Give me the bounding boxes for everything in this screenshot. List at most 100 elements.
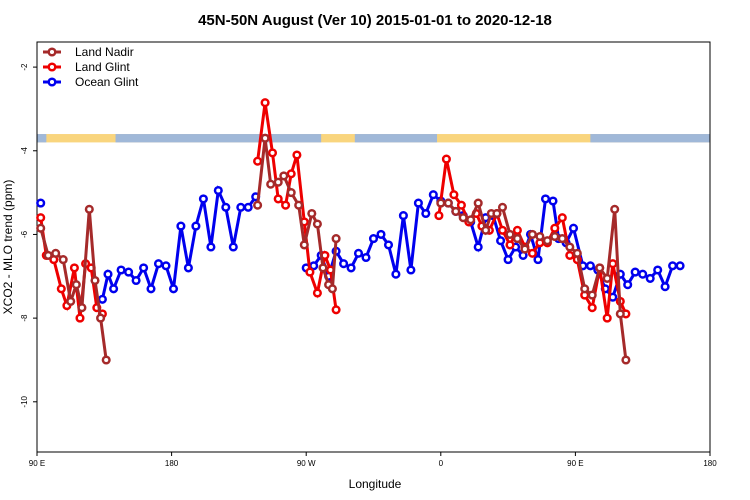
data-point <box>421 208 431 219</box>
data-point <box>307 208 317 219</box>
data-point <box>653 265 663 275</box>
legend-swatch-marker <box>47 62 57 72</box>
legend-swatch-marker <box>47 47 57 57</box>
data-point <box>550 231 560 242</box>
data-point <box>376 229 386 239</box>
data-point <box>101 355 111 365</box>
data-point <box>497 202 508 212</box>
data-point <box>273 194 283 204</box>
data-point <box>331 305 341 315</box>
data-point <box>505 229 515 239</box>
y-tick-label: -4 <box>20 147 29 155</box>
data-point <box>505 240 515 250</box>
legend-label: Land Nadir <box>75 45 134 59</box>
data-point <box>497 225 508 235</box>
data-point <box>51 248 61 258</box>
data-point <box>434 211 444 221</box>
data-point <box>557 213 567 223</box>
data-point <box>473 198 483 208</box>
data-point <box>621 355 631 365</box>
data-point <box>331 234 341 244</box>
data-point <box>527 248 537 258</box>
y-tick-label: -2 <box>20 63 29 71</box>
data-point <box>139 263 149 273</box>
data-point <box>75 313 85 323</box>
data-point <box>267 148 278 158</box>
ocean-band-segment <box>37 134 47 143</box>
data-point <box>286 169 296 179</box>
data-point <box>638 269 648 279</box>
data-point <box>191 221 201 231</box>
x-tick-label: 180 <box>703 459 717 468</box>
data-point <box>406 265 416 275</box>
data-point <box>503 255 513 265</box>
data-point <box>533 255 543 265</box>
data-point <box>565 242 575 252</box>
data-point <box>161 261 171 271</box>
series-group <box>36 98 685 365</box>
data-point <box>557 234 567 244</box>
data-point <box>206 242 216 252</box>
data-point <box>548 196 558 206</box>
data-point <box>451 206 461 216</box>
data-point <box>398 211 408 221</box>
data-point <box>299 240 309 250</box>
data-point <box>176 221 186 231</box>
series-land-nadir <box>36 133 631 365</box>
data-point <box>512 225 522 235</box>
data-point <box>90 275 100 286</box>
data-point <box>253 200 263 210</box>
data-point <box>443 198 453 208</box>
data-point <box>602 273 612 283</box>
ocean-band-segment <box>354 134 438 143</box>
y-tick-label: -10 <box>20 395 29 407</box>
data-point <box>103 269 113 279</box>
data-point <box>279 171 289 181</box>
data-point <box>327 284 337 294</box>
data-point <box>168 284 179 294</box>
data-point <box>449 190 459 200</box>
data-point <box>318 263 328 273</box>
data-point <box>550 223 560 233</box>
data-point <box>568 223 579 233</box>
chart-title: 45N-50N August (Ver 10) 2015-01-01 to 20… <box>198 12 552 29</box>
data-point <box>56 284 66 294</box>
x-tick-label: 90 W <box>297 459 316 468</box>
data-point <box>66 296 76 306</box>
data-point <box>441 154 451 164</box>
data-point <box>675 261 685 271</box>
data-point <box>481 225 491 235</box>
data-point <box>368 234 379 244</box>
data-point <box>383 240 394 250</box>
y-axis-ticks: -2 -4 -6 -8 -10 <box>20 63 37 408</box>
data-point <box>36 198 46 208</box>
data-point <box>153 259 164 269</box>
data-point <box>198 194 208 204</box>
data-point <box>266 179 276 189</box>
data-point <box>292 150 302 160</box>
data-point <box>281 200 291 210</box>
data-point <box>96 313 106 323</box>
x-tick-label: 0 <box>439 459 444 468</box>
data-point <box>630 267 640 277</box>
data-point <box>602 313 612 323</box>
data-point <box>595 263 605 273</box>
y-axis-label: XCO2 - MLO trend (ppm) <box>1 180 15 315</box>
ocean-band-segment <box>590 134 710 143</box>
legend-item-land-nadir: Land Nadir <box>43 45 134 59</box>
y-tick-label: -8 <box>20 314 29 322</box>
plot-area-frame <box>36 41 711 453</box>
data-point <box>183 263 193 273</box>
data-point <box>36 223 46 233</box>
data-point <box>610 204 620 214</box>
data-point <box>458 213 468 223</box>
data-point <box>213 185 223 196</box>
data-point <box>346 263 356 273</box>
data-point <box>492 208 502 219</box>
legend-item-ocean-glint: Ocean Glint <box>43 75 139 89</box>
data-point <box>294 200 304 210</box>
data-point <box>36 213 46 223</box>
data-point <box>527 229 537 239</box>
data-point <box>286 188 296 198</box>
